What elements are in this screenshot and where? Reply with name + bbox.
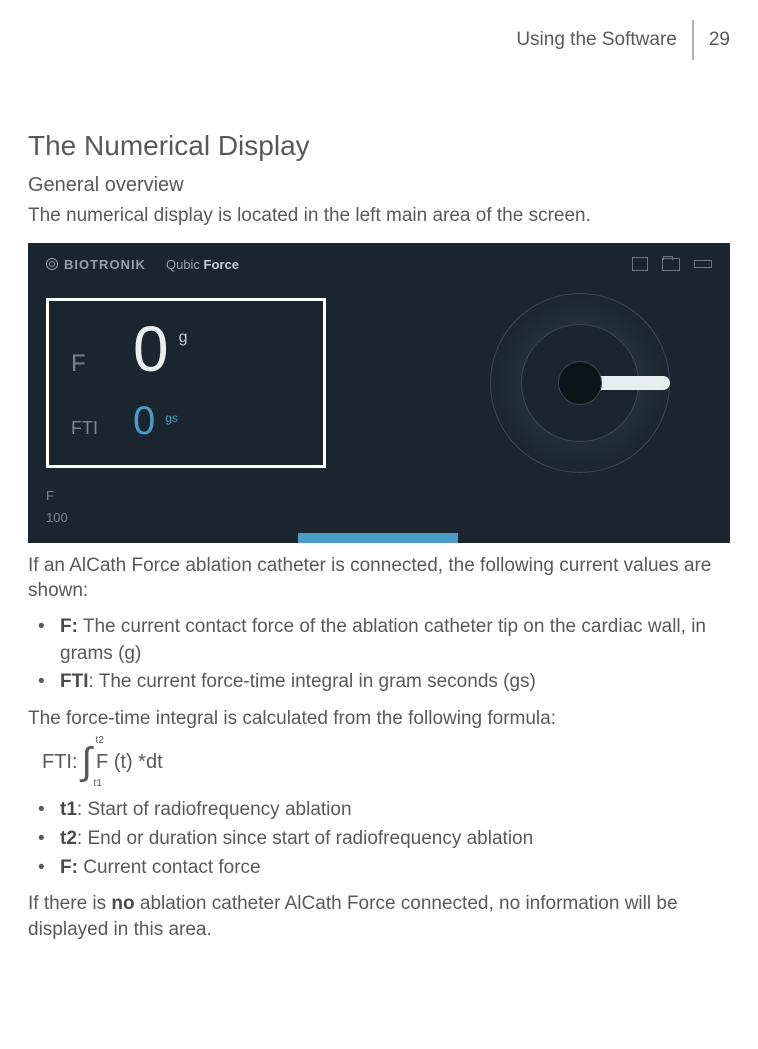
list-bold: FTI xyxy=(60,671,89,692)
definitions-list-2: t1: Start of radiofrequency ablation t2:… xyxy=(28,797,730,881)
brand-icon xyxy=(46,258,58,270)
list-rest: : End or duration since start of radiofr… xyxy=(77,828,533,849)
software-screenshot: BIOTRONIK Qubic Force F 0 g FTI 0 gs xyxy=(28,243,730,543)
intro-text: The numerical display is located in the … xyxy=(28,203,730,229)
folder-icon xyxy=(662,258,680,271)
list-bold: t1 xyxy=(60,799,77,820)
formula-label: FTI: xyxy=(42,751,78,774)
axis-label-f: F xyxy=(46,488,54,503)
after-screenshot-text: If an AlCath Force ablation catheter is … xyxy=(28,553,730,604)
gauge-outer-ring xyxy=(490,293,670,473)
fti-formula: FTI: t2 ∫ t1 F (t) *dt xyxy=(42,743,730,781)
capture-icon xyxy=(632,257,648,271)
closing-pre: If there is xyxy=(28,893,111,914)
integral-upper: t2 xyxy=(96,735,104,746)
fti-label: FTI xyxy=(71,418,133,439)
list-item: t1: Start of radiofrequency ablation xyxy=(28,797,730,824)
integral-icon: t2 ∫ t1 xyxy=(82,743,92,781)
list-bold: F: xyxy=(60,857,78,878)
app-bar: BIOTRONIK Qubic Force xyxy=(46,257,712,272)
gauge-knob xyxy=(558,361,602,405)
app-bar-icons xyxy=(632,257,712,271)
minimize-icon xyxy=(694,260,712,268)
force-unit: g xyxy=(179,329,188,347)
list-rest: The current contact force of the ablatio… xyxy=(60,616,706,664)
closing-text: If there is no ablation catheter AlCath … xyxy=(28,891,730,942)
force-value: 0 xyxy=(133,321,169,379)
fti-unit: gs xyxy=(165,411,178,425)
definitions-list-1: F: The current contact force of the abla… xyxy=(28,614,730,696)
brand-logo: BIOTRONIK xyxy=(46,257,146,272)
header-divider xyxy=(692,20,694,60)
list-item: F: The current contact force of the abla… xyxy=(28,614,730,667)
product-bold: Force xyxy=(204,257,239,272)
brand-text: BIOTRONIK xyxy=(64,257,146,272)
force-row: F 0 g xyxy=(71,321,301,379)
force-label: F xyxy=(71,350,133,378)
list-rest: Current contact force xyxy=(78,857,261,878)
product-prefix: Qubic xyxy=(166,257,204,272)
list-bold: t2 xyxy=(60,828,77,849)
product-name: Qubic Force xyxy=(166,257,239,272)
formula-body: F (t) *dt xyxy=(96,751,163,774)
list-bold: F: xyxy=(60,616,78,637)
list-rest: : The current force-time integral in gra… xyxy=(89,671,536,692)
list-item: FTI: The current force-time integral in … xyxy=(28,669,730,696)
fti-row: FTI 0 gs xyxy=(71,403,301,439)
numerical-display-box: F 0 g FTI 0 gs xyxy=(46,298,326,468)
list-item: F: Current contact force xyxy=(28,855,730,882)
direction-gauge xyxy=(490,293,670,473)
page-header: Using the Software 29 xyxy=(28,20,730,60)
progress-bar xyxy=(298,533,458,543)
page-title: The Numerical Display xyxy=(28,130,730,162)
subsection-title: General overview xyxy=(28,174,730,197)
list-rest: : Start of radiofrequency ablation xyxy=(77,799,352,820)
app-bar-left: BIOTRONIK Qubic Force xyxy=(46,257,239,272)
integral-sign: ∫ xyxy=(82,743,92,781)
page-number: 29 xyxy=(709,29,730,51)
header-section: Using the Software xyxy=(516,29,677,51)
list-item: t2: End or duration since start of radio… xyxy=(28,826,730,853)
axis-label-100: 100 xyxy=(46,510,68,525)
closing-bold: no xyxy=(111,893,134,914)
fti-value: 0 xyxy=(133,403,155,439)
integral-lower: t1 xyxy=(94,778,102,789)
formula-intro: The force-time integral is calculated fr… xyxy=(28,706,730,732)
